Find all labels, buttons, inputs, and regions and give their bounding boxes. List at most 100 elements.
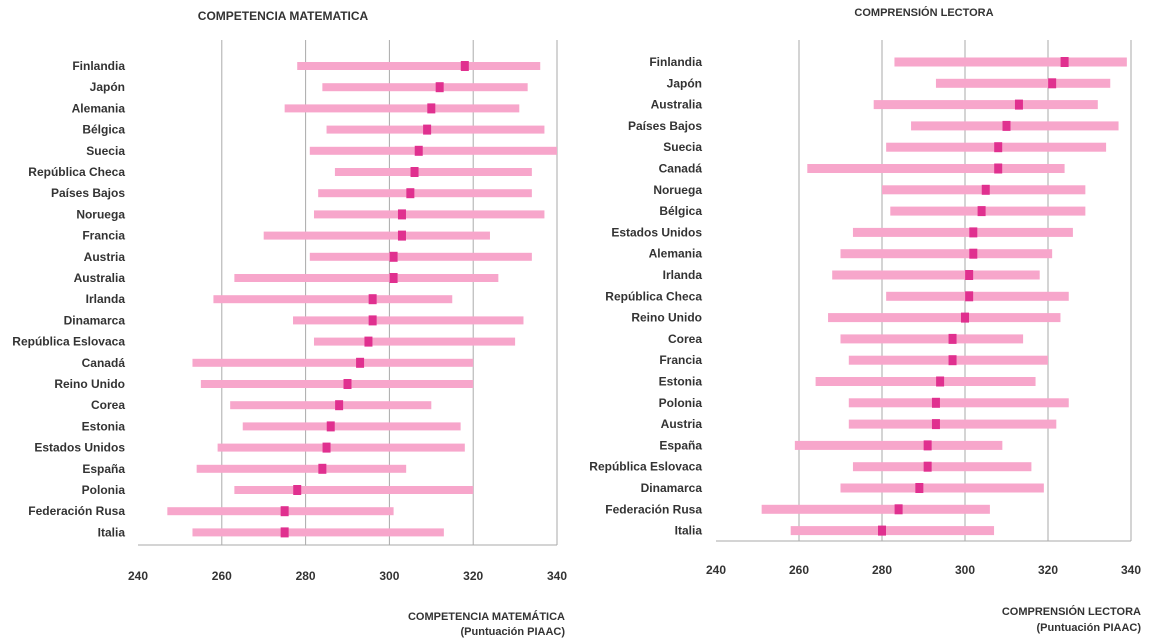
chart-1-mean-marker <box>293 485 302 495</box>
chart-1-category-label: Reino Unido <box>54 377 125 391</box>
chart-2-mean-marker <box>878 525 886 536</box>
chart-2-tick-label: 280 <box>872 563 892 577</box>
chart-2-range-bar <box>848 398 1069 408</box>
chart-1-category-label: Estados Unidos <box>34 441 125 455</box>
chart-2-tick-label: 320 <box>1038 563 1058 577</box>
chart-1-category-label: Dinamarca <box>64 313 126 327</box>
chart-1-range-bar <box>196 464 407 473</box>
chart-2-mean-marker <box>1048 78 1057 89</box>
chart-2-mean-marker <box>936 376 945 387</box>
chart-2-mean-marker <box>965 270 974 280</box>
chart-2-mean-marker <box>981 184 990 195</box>
chart-2-mean-marker <box>969 227 978 238</box>
chart-1-category-label: Alemania <box>72 101 126 115</box>
chart-1-range-bar <box>293 316 524 325</box>
chart-1-mean-marker <box>389 251 398 262</box>
chart-1-range-bar <box>167 507 394 516</box>
chart-1-range-bar <box>263 231 490 240</box>
chart-1-mean-marker <box>410 167 419 177</box>
chart-2-range-bar <box>911 121 1119 131</box>
chart-2-category-label: Bélgica <box>659 204 702 218</box>
chart-2-range-bar <box>832 270 1040 280</box>
chart-2-range-bar <box>840 249 1053 259</box>
chart-1-mean-marker <box>423 124 432 135</box>
chart-2-category-label: Italia <box>675 524 703 538</box>
chart-2-mean-marker <box>915 483 924 493</box>
chart-1-range-bar <box>234 274 499 282</box>
chart-1-mean-marker <box>414 145 423 156</box>
chart-1-range-bar <box>213 295 453 304</box>
chart-1-category-label: Francia <box>82 229 125 243</box>
chart-2-mean-marker <box>1002 120 1011 131</box>
chart-1-range-bar <box>192 358 474 367</box>
chart-2-range-bar <box>890 206 1086 216</box>
chart-1-mean-marker <box>406 188 415 199</box>
chart-1-category-label: Japón <box>90 80 125 94</box>
chart-1-category-label: Corea <box>91 398 125 412</box>
chart-2-range-bar <box>815 377 1036 386</box>
chart-2-category-label: Irlanda <box>663 268 703 282</box>
chart-2-range-bar <box>840 334 1024 344</box>
chart-1-range-bar <box>318 189 532 198</box>
chart-2-range-bar <box>852 227 1073 237</box>
chart-2-category-label: Dinamarca <box>641 481 703 495</box>
chart-2-range-bar <box>761 504 990 514</box>
chart-1-range-bar <box>284 104 520 113</box>
chart-2-category-label: Polonia <box>659 396 703 410</box>
chart-2-x-axis-label-units: (Puntuación PIAAC) <box>1037 622 1142 634</box>
chart-2-category-label: República Checa <box>605 289 702 303</box>
chart-2-mean-marker <box>977 206 986 217</box>
chart-1-tick-label: 340 <box>547 569 567 583</box>
chart-1-category-label: República Eslovaca <box>12 335 125 349</box>
chart-2-tick-label: 260 <box>789 563 809 577</box>
chart-1-range-bar <box>313 337 516 346</box>
chart-1-range-bar <box>309 252 532 261</box>
chart-2-range-bar <box>828 313 1061 323</box>
chart-1-category-label: Australia <box>74 271 126 285</box>
chart-1-mean-marker <box>343 379 352 389</box>
chart-1-range-bar <box>334 168 532 176</box>
chart-1-category-label: Noruega <box>76 207 125 221</box>
chart-2-mean-marker <box>931 419 940 430</box>
chart-1-range-bar <box>217 443 465 452</box>
chart-1-range-bar <box>242 422 461 431</box>
chart-1-category-label: España <box>82 462 125 476</box>
chart-1-mean-marker <box>435 82 444 93</box>
chart-1-tick-label: 300 <box>379 569 399 583</box>
chart-1-category-label: Federación Rusa <box>28 504 125 518</box>
chart-2-x-axis-label: COMPRENSIÓN LECTORA <box>1002 605 1141 618</box>
chart-1-mean-marker <box>356 357 365 368</box>
chart-2-range-bar <box>840 483 1044 493</box>
chart-1-category-label: Irlanda <box>86 292 126 306</box>
chart-1-mean-marker <box>460 61 469 71</box>
chart-1-category-label: Suecia <box>86 144 125 158</box>
chart-2-range-bar <box>873 100 1098 110</box>
chart-1-mean-marker <box>364 336 373 347</box>
chart-1-tick-label: 260 <box>212 569 232 583</box>
chart-2-tick-label: 340 <box>1121 563 1141 577</box>
chart-1-tick-label: 280 <box>296 569 316 583</box>
chart-2-category-label: Estonia <box>659 375 703 389</box>
chart-2-range-bar <box>848 419 1057 429</box>
chart-2-category-label: Estados Unidos <box>611 225 702 239</box>
chart-1-range-bar <box>313 210 545 219</box>
chart-2-category-label: Austria <box>661 417 703 431</box>
chart-2-category-label: Federación Rusa <box>605 502 702 516</box>
chart-1-tick-label: 320 <box>463 569 483 583</box>
chart-2-mean-marker <box>994 142 1003 153</box>
chart-2-range-bar <box>848 355 1048 365</box>
chart-1-x-axis-label: COMPETENCIA MATEMÁTICA <box>408 610 565 623</box>
chart-2-range-bar <box>794 440 1003 450</box>
chart-2-mean-marker <box>923 440 932 451</box>
chart-2-mean-marker <box>994 163 1003 174</box>
chart-1-category-label: Austria <box>84 250 126 264</box>
chart-1-mean-marker <box>427 103 436 114</box>
chart-1-range-bar <box>309 146 557 155</box>
chart-2-category-label: República Eslovaca <box>589 460 702 474</box>
chart-2-mean-marker <box>948 333 957 344</box>
chart-1-category-label: Polonia <box>82 483 126 497</box>
chart-1-category-label: Estonia <box>82 419 126 433</box>
chart-1-range-bar <box>234 486 474 494</box>
chart-2-range-bar <box>894 57 1127 67</box>
